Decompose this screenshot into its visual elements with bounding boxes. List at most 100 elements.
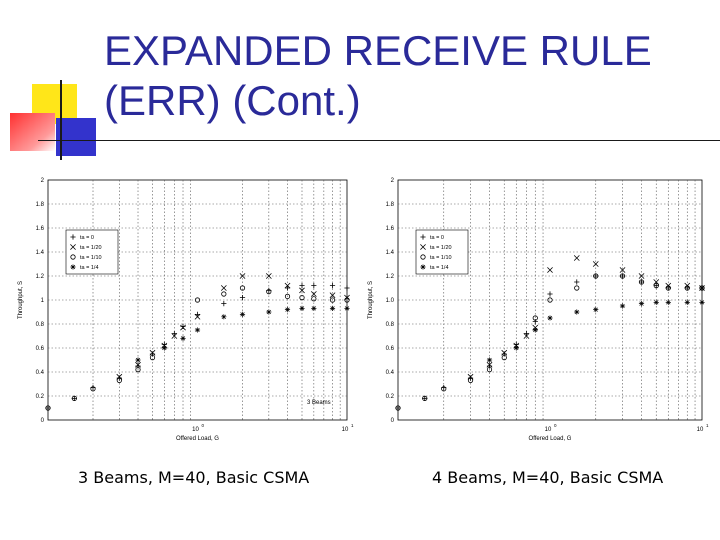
data-point [684,299,690,305]
data-point [619,273,626,279]
data-point [638,273,645,279]
data-point [523,333,530,339]
data-point [593,273,599,279]
y-axis-label: Throughput, S [18,281,24,319]
legend-marker [420,234,426,240]
data-point [344,305,350,311]
x-tick-label: 10 [342,427,349,433]
x-tick-exponent: 1 [351,423,354,428]
chart-4-beams: 00.20.40.60.81.01.21.41.61.82100101Offer… [368,178,709,442]
legend-marker [420,244,426,250]
data-point [71,395,77,401]
data-point [523,331,530,337]
data-point [593,273,599,279]
data-point [441,386,447,392]
x-axis-label: Offered Load, G [529,436,572,442]
data-point [619,267,626,273]
data-point [665,285,671,291]
data-point [135,357,141,363]
legend-marker [70,244,76,250]
data-point [665,285,671,291]
data-point [311,305,317,311]
data-point [284,282,291,289]
data-point [684,285,690,291]
data-point [239,295,246,301]
data-point [486,357,493,363]
legend-label: ta = 1/10 [430,255,452,261]
x-tick-label: 10 [697,427,704,433]
data-point [344,285,350,291]
data-point [329,297,336,303]
y-tick-label: 0 [391,418,395,424]
data-point [699,285,705,291]
data-point [311,296,317,302]
data-point [532,327,538,333]
data-point [299,287,305,294]
legend-label: ta = 1/20 [80,245,102,251]
y-tick-label: 1.6 [36,226,45,232]
data-point [501,355,507,361]
data-point [422,395,428,401]
legend-marker [70,264,76,270]
data-point [266,309,272,315]
data-point [239,273,246,279]
y-tick-label: 0.8 [386,322,395,328]
y-tick-label: 1.6 [386,226,395,232]
data-point [684,285,690,291]
data-point [220,285,227,291]
y-tick-label: 1.4 [386,250,395,256]
data-point [574,309,580,315]
data-point [653,299,659,305]
y-tick-label: 1.4 [36,250,45,256]
y-tick-label: 1.0 [386,298,395,304]
y-tick-label: 0.2 [36,394,45,400]
legend-label: ta = 1/4 [80,265,99,271]
data-point [513,345,519,351]
accent-square-red [10,113,55,151]
data-point [501,349,508,356]
legend-label: ta = 1/4 [430,265,449,271]
y-tick-label: 0.6 [36,346,45,352]
data-point [149,355,156,361]
y-axis-label: Throughput, S [368,281,374,319]
data-point [638,279,645,285]
legend-marker [70,234,76,240]
data-point [171,333,178,339]
data-point [593,307,599,313]
y-tick-label: 1 [41,298,45,304]
data-point [311,283,317,289]
data-point [161,345,167,351]
data-point [90,386,96,392]
y-tick-label: 2 [41,178,45,184]
data-point [45,405,51,411]
data-point [45,405,51,411]
data-point [547,315,553,321]
y-tick-label: 0.4 [386,370,395,376]
caption-3-beams: 3 Beams, M=40, Basic CSMA [78,468,310,487]
title-underline [38,140,720,141]
y-tick-label: 1.2 [386,274,395,280]
accent-square-blue [56,118,96,156]
data-point [284,285,291,291]
y-tick-label: 1.2 [36,274,45,280]
y-tick-label: 0.2 [386,394,395,400]
data-point [194,313,201,320]
data-point [395,405,401,411]
x-tick-exponent: 0 [202,423,205,428]
legend-label: ta = 0 [80,235,94,241]
data-point [638,279,645,285]
data-point [422,395,428,401]
data-point [547,267,553,273]
data-point [619,303,626,309]
data-point [71,395,77,401]
slide-title: EXPANDED RECEIVE RULE (ERR) (Cont.) [104,27,652,124]
y-tick-label: 0.8 [36,322,45,328]
data-point [486,361,493,368]
data-point [180,324,186,331]
data-point [194,327,201,333]
data-point [329,283,336,289]
data-point [653,283,659,289]
x-tick-label: 10 [192,427,199,433]
data-point [653,283,659,289]
legend-label: ta = 0 [430,235,444,241]
